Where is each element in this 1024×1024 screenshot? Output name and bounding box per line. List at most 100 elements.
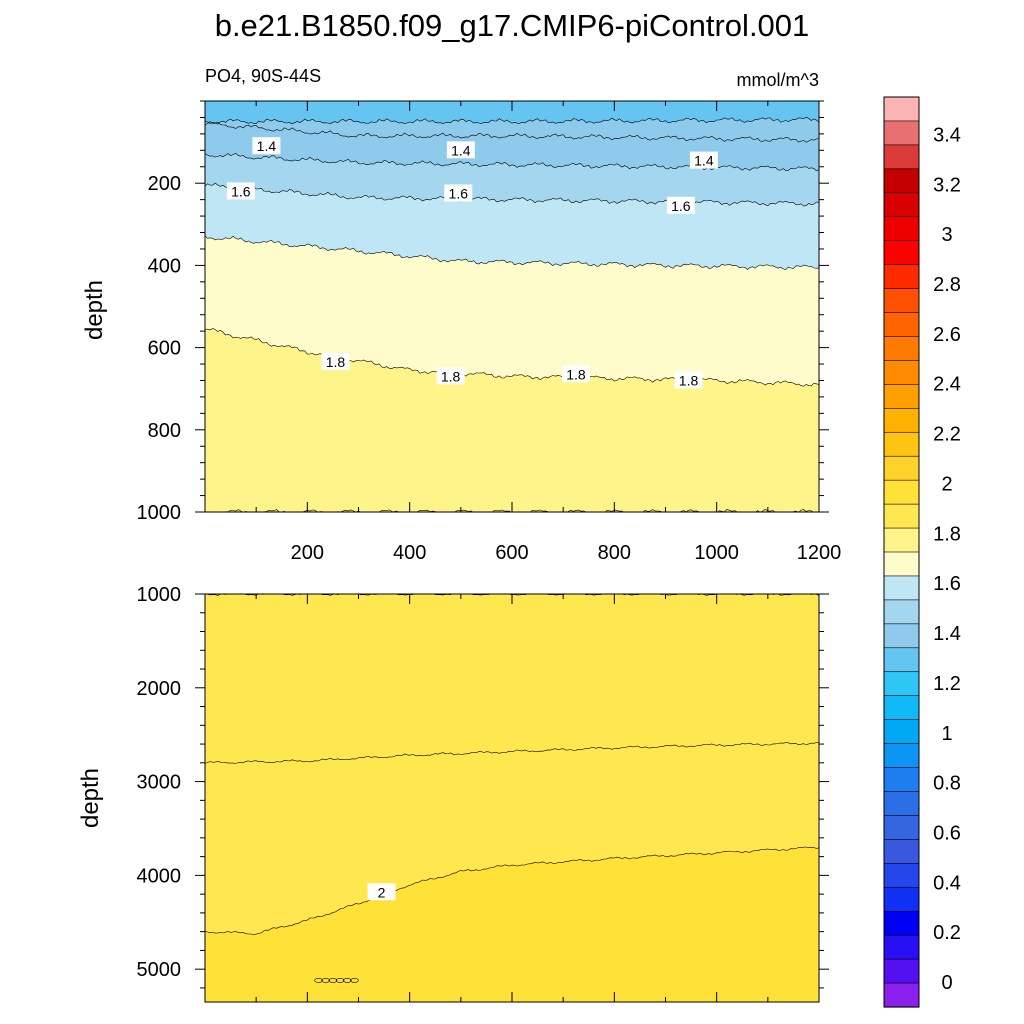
colorbar-label: 2.2 (933, 424, 961, 446)
colorbar-swatch (883, 719, 920, 745)
colorbar-swatch (883, 599, 920, 625)
svg-text:1.6: 1.6 (449, 185, 469, 201)
colorbar-swatch (883, 192, 920, 218)
colorbar-label: 1.6 (933, 573, 961, 595)
colorbar-swatch (883, 96, 920, 122)
lower-island-0 (328, 978, 338, 983)
lower-contour-1.95 (205, 742, 819, 764)
colorbar-swatch (883, 360, 920, 385)
colorbar-label: 0 (941, 972, 952, 994)
lower-island-0 (342, 978, 352, 983)
colorbar-swatch (883, 791, 920, 817)
lower-axis-ticks: 1000 2000 3000 4000 5000 (137, 584, 829, 1002)
lower-ytick-label: 4000 (137, 865, 182, 887)
colorbar-label: 2.8 (933, 274, 961, 296)
colorbar-swatch (883, 910, 920, 936)
colorbar-label: 3.4 (933, 124, 961, 146)
colorbar-swatch (883, 455, 920, 481)
upper-contour-1.6 (205, 182, 819, 207)
colorbar-label: 0.8 (933, 773, 961, 795)
lower-island-0 (321, 978, 331, 983)
lower-contour-2 (205, 846, 819, 935)
colorbar-swatch (883, 958, 920, 984)
colorbar-label: 1.2 (933, 673, 961, 695)
colorbar-label: 0.6 (933, 822, 961, 844)
colorbar-swatch (883, 839, 920, 864)
colorbar-label: 0.2 (933, 922, 961, 944)
colorbar-label: 2.6 (933, 324, 961, 346)
svg-text:1.8: 1.8 (326, 354, 346, 370)
lower-ytick-label: 5000 (137, 959, 182, 981)
upper-contour-label-8: 1.8 (561, 365, 590, 383)
upper-xtick-label: 800 (598, 542, 631, 564)
upper-y-axis-label: depth (81, 280, 108, 340)
upper-contour-1.8 (205, 328, 819, 387)
svg-text:1.4: 1.4 (257, 138, 277, 154)
colorbar-swatch (883, 384, 920, 409)
colorbar-swatch (883, 479, 920, 505)
lower-ytick-label: 2000 (137, 678, 182, 700)
colorbar-frame (883, 96, 920, 1008)
colorbar-swatch (883, 886, 920, 912)
colorbar-swatch (883, 623, 920, 649)
upper-contour-1.7 (205, 235, 819, 270)
lower-island-0 (335, 978, 345, 983)
upper-contour-label-6: 1.8 (321, 352, 350, 370)
colorbar-swatch (883, 168, 920, 194)
colorbar-swatch (883, 431, 920, 457)
colorbar-swatch (883, 863, 920, 888)
svg-text:1.8: 1.8 (566, 366, 586, 382)
lower-ytick-label: 3000 (137, 772, 182, 794)
lower-y-axis-label: depth (77, 768, 104, 828)
colorbar-swatch (883, 815, 920, 840)
colorbar-swatch (883, 551, 920, 577)
colorbar-swatch (883, 408, 920, 433)
upper-contour-label-2: 1.4 (689, 151, 718, 169)
svg-text:1.8: 1.8 (441, 368, 461, 384)
colorbar-swatch (883, 671, 920, 697)
colorbar-swatch (883, 336, 920, 362)
colorbar-swatch (883, 503, 920, 529)
upper-contour-1.4 (205, 116, 819, 125)
colorbar-swatch (883, 216, 920, 242)
colorbar-swatch (883, 527, 920, 553)
colorbar-label: 1 (941, 723, 952, 745)
colorbar-label: 2.4 (933, 374, 961, 396)
units-label: mmol/m^3 (737, 70, 819, 90)
svg-text:1.4: 1.4 (694, 153, 714, 169)
svg-text:1.6: 1.6 (231, 183, 251, 199)
upper-contour-labels: 1.4 1.4 1.4 1.6 1.6 1.6 1.8 1.8 1.8 1.8 (226, 137, 718, 389)
upper-band-1.8 (205, 328, 819, 512)
colorbar-swatch (883, 982, 920, 1008)
colorbar-swatch (883, 120, 920, 146)
upper-ytick-label: 600 (148, 338, 181, 360)
upper-ytick-label: 200 (148, 173, 181, 195)
lower-panel: 2 1000 2000 3000 4000 5000 depth (77, 584, 829, 1003)
upper-ytick-label: 1000 (137, 502, 182, 524)
upper-contour-label-4: 1.6 (444, 184, 473, 202)
lower-contour-label-0: 2 (367, 883, 396, 901)
upper-contour-label-9: 1.8 (674, 371, 703, 389)
colorbar-swatch (883, 743, 920, 769)
colorbar-swatch (883, 240, 920, 266)
upper-axis-ticks: 200 400 600 800 1000 1200 200 400 600 800 1000 (137, 100, 841, 564)
upper-xtick-label: 200 (291, 542, 324, 564)
lower-band-2 (205, 847, 819, 1002)
colorbar-swatch (883, 312, 920, 338)
lower-island-0 (314, 978, 323, 983)
lower-contour-fills (205, 594, 819, 1002)
chart-title: b.e21.B1850.f09_g17.CMIP6-piControl.001 (215, 8, 810, 43)
colorbar-swatch (883, 575, 920, 601)
colorbar-label: 1.8 (933, 523, 961, 545)
colorbar-label: 0.4 (933, 872, 961, 894)
lower-island-0 (350, 978, 359, 983)
left-subtitle: PO4, 90S-44S (205, 66, 321, 86)
upper-contour-label-0: 1.4 (252, 137, 281, 155)
lower-contour-labels: 2 (367, 883, 396, 901)
upper-contour-label-5: 1.6 (666, 196, 695, 214)
svg-text:1.8: 1.8 (679, 372, 699, 388)
upper-xtick-label: 1000 (694, 542, 739, 564)
lower-ytick-label: 1000 (137, 584, 182, 606)
colorbar: 3.4 3.2 3 2.8 2.6 2.4 2.2 2 1.8 1.6 1.4 1.2 1 0.8 0.6 0… (883, 96, 961, 1008)
upper-contour-fills (205, 101, 819, 512)
